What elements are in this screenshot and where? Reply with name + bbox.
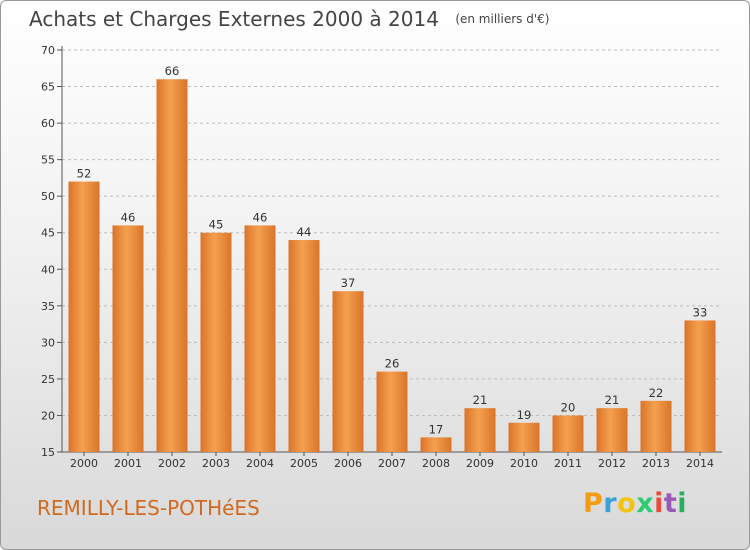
bar xyxy=(156,79,188,453)
bar xyxy=(684,320,716,452)
bar xyxy=(68,181,100,452)
x-tick-labels: 2000 2001 2002 2003 2004 2005 2006 2007 2008 2009… xyxy=(70,452,714,470)
y-tick-label: 40 xyxy=(41,263,55,276)
place-name: REMILLY-LES-POTHéES xyxy=(37,496,260,520)
logo-letter: o xyxy=(617,488,637,519)
y-tick-label: 60 xyxy=(41,117,55,130)
x-tick-label: 2005 xyxy=(290,457,318,470)
y-tick-label: 25 xyxy=(41,373,55,386)
bar xyxy=(596,408,628,452)
bar-value-label: 20 xyxy=(561,400,576,414)
logo-letter: i xyxy=(677,488,688,519)
y-tick-label: 55 xyxy=(41,154,55,167)
bar-value-label: 21 xyxy=(473,393,488,407)
bar-value-label: 17 xyxy=(429,422,444,436)
logo-letter: i xyxy=(654,488,664,519)
chart-unit: (en milliers d'€) xyxy=(455,12,550,26)
x-tick-label: 2006 xyxy=(334,457,362,470)
chart-title: Achats et Charges Externes 2000 à 2014 (… xyxy=(29,7,549,31)
bar xyxy=(200,232,232,452)
bar-value-label: 22 xyxy=(649,386,664,400)
y-tick-label: 35 xyxy=(41,300,55,313)
x-tick-label: 2008 xyxy=(422,457,450,470)
y-tick-label: 15 xyxy=(41,446,55,459)
y-tick-label: 20 xyxy=(41,409,55,422)
bar xyxy=(332,291,364,452)
bar xyxy=(552,415,584,452)
logo-letter: x xyxy=(636,488,655,519)
y-tick-label: 45 xyxy=(41,227,55,240)
y-tick-label: 70 xyxy=(41,44,55,57)
x-tick-label: 2010 xyxy=(510,457,538,470)
bar xyxy=(244,225,276,452)
x-tick-label: 2003 xyxy=(202,457,230,470)
x-tick-label: 2012 xyxy=(598,457,626,470)
bar xyxy=(288,240,320,452)
chart-title-text: Achats et Charges Externes 2000 à 2014 xyxy=(29,7,439,31)
bar-value-label: 26 xyxy=(385,357,400,371)
y-tick-labels: 15 20 25 30 35 40 45 50 55 60 65 70 xyxy=(41,44,62,459)
bar xyxy=(508,422,540,452)
x-tick-label: 2007 xyxy=(378,457,406,470)
bar-value-label: 52 xyxy=(77,167,92,181)
bar-value-label: 46 xyxy=(121,210,136,224)
bar xyxy=(420,437,452,452)
bar xyxy=(376,371,408,452)
bar-value-label: 44 xyxy=(297,225,312,239)
x-tick-label: 2000 xyxy=(70,457,98,470)
proxiti-logo: Proxiti xyxy=(583,488,687,519)
bar-value-label: 33 xyxy=(693,305,708,319)
bar xyxy=(112,225,144,452)
bar-value-label: 21 xyxy=(605,393,620,407)
x-tick-label: 2014 xyxy=(686,457,714,470)
x-tick-label: 2001 xyxy=(114,457,142,470)
logo-letter: P xyxy=(583,488,604,519)
bar xyxy=(464,408,496,452)
logo-letter: r xyxy=(603,488,618,519)
y-tick-label: 30 xyxy=(41,336,55,349)
bar-value-label: 66 xyxy=(165,64,180,78)
bar xyxy=(640,400,672,452)
y-tick-label: 50 xyxy=(41,190,55,203)
x-tick-label: 2002 xyxy=(158,457,186,470)
x-tick-label: 2011 xyxy=(554,457,582,470)
bars: 52 46 66 45 46 44 37 26 17 21 19 20 21 22 33 xyxy=(68,64,716,453)
logo-letter: t xyxy=(663,488,678,519)
bar-value-label: 45 xyxy=(209,218,224,232)
bar-value-label: 37 xyxy=(341,276,356,290)
bar-value-label: 19 xyxy=(517,408,532,422)
x-tick-label: 2013 xyxy=(642,457,670,470)
bar-value-label: 46 xyxy=(253,210,268,224)
x-tick-label: 2004 xyxy=(246,457,274,470)
x-tick-label: 2009 xyxy=(466,457,494,470)
y-tick-label: 65 xyxy=(41,81,55,94)
